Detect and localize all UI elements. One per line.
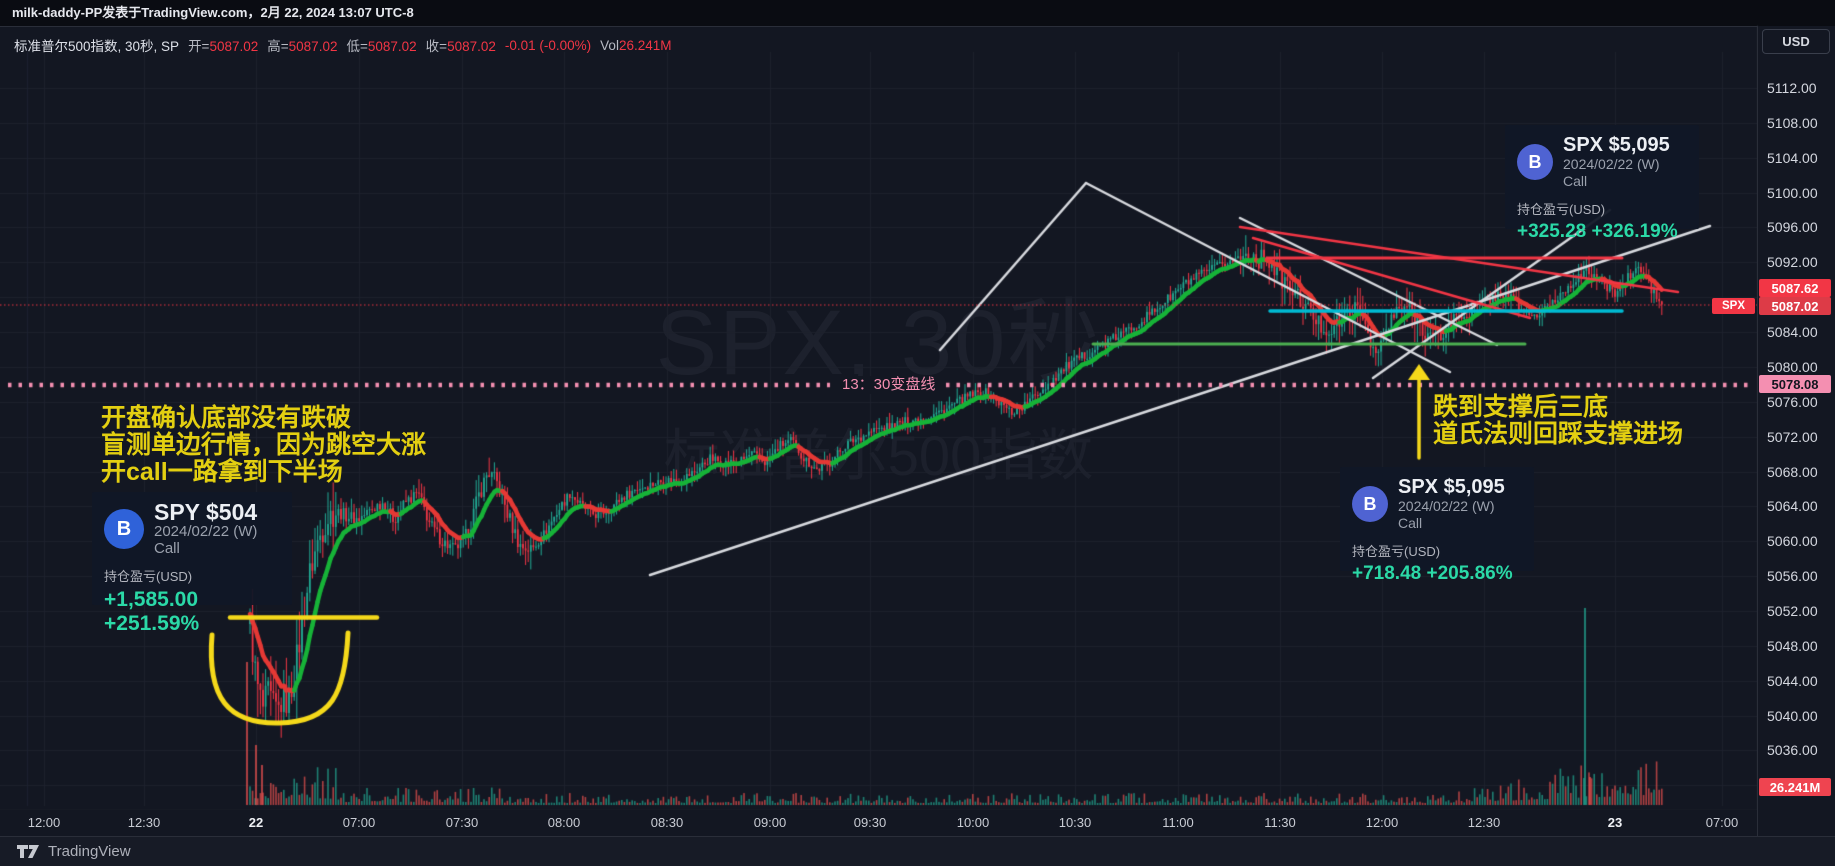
price-tick-label: 5048.00 bbox=[1767, 637, 1818, 654]
time-tick-label: 12:30 bbox=[1467, 815, 1501, 830]
price-tick-label: 5108.00 bbox=[1767, 114, 1818, 131]
price-tick-label: 5064.00 bbox=[1767, 498, 1818, 515]
currency-toggle-button[interactable]: USD bbox=[1762, 29, 1830, 54]
last-trade-price-tag: 5087.62 bbox=[1759, 279, 1831, 297]
price-tick-label: 5104.00 bbox=[1767, 149, 1818, 166]
price-tick-label: 5092.00 bbox=[1767, 254, 1818, 271]
time-tick-label: 07:00 bbox=[1705, 815, 1739, 830]
position-title: SPX $5,095 bbox=[1398, 476, 1505, 498]
time-tick-label: 12:30 bbox=[127, 815, 161, 830]
position-contract: 2024/02/22 (W) Call bbox=[1563, 156, 1660, 189]
legend-high: 高=5087.02 bbox=[267, 39, 338, 54]
position-card-spx-bottom[interactable]: B SPX $5,095 2024/02/22 (W) Call 持仓盈亏(US… bbox=[1340, 467, 1534, 584]
price-tick-label: 5080.00 bbox=[1767, 358, 1818, 375]
pnl-label: 持仓盈亏(USD) bbox=[1352, 544, 1441, 559]
price-tick-label: 5112.00 bbox=[1767, 80, 1817, 96]
time-tick-label: 22 bbox=[248, 815, 264, 830]
broker-avatar: B bbox=[1352, 486, 1388, 522]
symbol-legend: 标准普尔500指数, 30秒, SP 开=5087.02 高=5087.02 低… bbox=[14, 35, 672, 55]
annotation-note-right[interactable]: 跌到支撑后三底 道氏法则回踩支撑进场 bbox=[1433, 393, 1684, 448]
current-price-tag: 5087.02 bbox=[1759, 297, 1831, 315]
price-tick-label: 5056.00 bbox=[1767, 568, 1818, 585]
price-tick-label: 5040.00 bbox=[1767, 707, 1818, 724]
price-tick-label: 5068.00 bbox=[1767, 463, 1818, 480]
position-contract: 2024/02/22 (W) Call bbox=[1398, 498, 1495, 531]
time-tick-label: 12:00 bbox=[1365, 815, 1399, 830]
tradingview-brand-text[interactable]: TradingView bbox=[48, 843, 131, 860]
time-tick-label: 11:30 bbox=[1264, 815, 1296, 830]
tradingview-logo-icon[interactable] bbox=[16, 844, 40, 859]
time-tick-label: 10:00 bbox=[956, 815, 990, 830]
price-tick-label: 5060.00 bbox=[1767, 533, 1818, 550]
time-tick-label: 07:30 bbox=[445, 815, 479, 830]
volume-value-tag: 26.241M bbox=[1759, 778, 1831, 796]
price-axis[interactable]: 5112.00 5108.00 5104.00 5100.00 5096.00 5092.… bbox=[1757, 26, 1835, 836]
time-axis[interactable]: 12:00 12:30 22 07:00 07:30 08:00 08:30 09:00 09:… bbox=[0, 810, 1757, 836]
price-tick-label: 5084.00 bbox=[1767, 324, 1818, 341]
time-tick-label: 11:00 bbox=[1162, 815, 1194, 830]
time-tick-label: 07:00 bbox=[342, 815, 376, 830]
price-tick-label: 5100.00 bbox=[1767, 184, 1818, 201]
pnl-value: +1,585.00 +251.59% bbox=[104, 588, 200, 635]
price-tick-label: 5076.00 bbox=[1767, 393, 1818, 410]
annotation-note-left[interactable]: 开盘确认底部没有跌破 盲测单边行情，因为跳空大涨 开call一路拿到下半场 bbox=[101, 404, 427, 486]
footer-bar: TradingView bbox=[0, 836, 1835, 866]
pivot-line-label[interactable]: 13：30变盘线 bbox=[836, 376, 942, 394]
legend-volume: Vol26.241M bbox=[600, 37, 672, 53]
position-contract: 2024/02/22 (W) Call bbox=[154, 523, 258, 557]
symbol-name[interactable]: 标准普尔500指数, 30秒, SP bbox=[14, 39, 180, 54]
time-tick-label: 12:00 bbox=[27, 815, 61, 830]
price-tick-label: 5096.00 bbox=[1767, 219, 1818, 236]
legend-change: -0.01 (-0.00%) bbox=[504, 37, 592, 53]
time-tick-label: 09:30 bbox=[853, 815, 887, 830]
pivot-line-price-tag: 5078.08 bbox=[1759, 375, 1831, 393]
legend-low: 低=5087.02 bbox=[346, 39, 417, 54]
time-tick-label: 08:30 bbox=[650, 815, 684, 830]
price-tick-label: 5052.00 bbox=[1767, 602, 1818, 619]
pnl-value: +718.48 +205.86% bbox=[1352, 563, 1513, 584]
time-tick-label: 08:00 bbox=[547, 815, 581, 830]
price-tick-label: 5044.00 bbox=[1767, 672, 1818, 689]
price-tick-label: 5072.00 bbox=[1767, 428, 1818, 445]
pnl-label: 持仓盈亏(USD) bbox=[104, 569, 193, 584]
broker-avatar: B bbox=[1517, 144, 1553, 180]
symbol-price-tag-label: SPX bbox=[1712, 298, 1755, 314]
position-card-spy[interactable]: B SPY $504 2024/02/22 (W) Call 持仓盈亏(USD)… bbox=[92, 492, 292, 635]
position-title: SPX $5,095 bbox=[1563, 134, 1670, 156]
time-tick-label: 10:30 bbox=[1058, 815, 1092, 830]
legend-open: 开=5087.02 bbox=[188, 39, 259, 54]
position-title: SPY $504 bbox=[154, 499, 258, 525]
pnl-value: +325.28 +326.19% bbox=[1517, 221, 1678, 242]
position-card-spx-top[interactable]: B SPX $5,095 2024/02/22 (W) Call 持仓盈亏(US… bbox=[1505, 125, 1699, 242]
price-tick-label: 5036.00 bbox=[1767, 742, 1818, 759]
time-tick-label: 09:00 bbox=[753, 815, 787, 830]
time-tick-label: 23 bbox=[1607, 815, 1623, 830]
broker-avatar: B bbox=[104, 509, 144, 549]
pnl-label: 持仓盈亏(USD) bbox=[1517, 202, 1606, 217]
legend-close: 收=5087.02 bbox=[425, 39, 496, 54]
